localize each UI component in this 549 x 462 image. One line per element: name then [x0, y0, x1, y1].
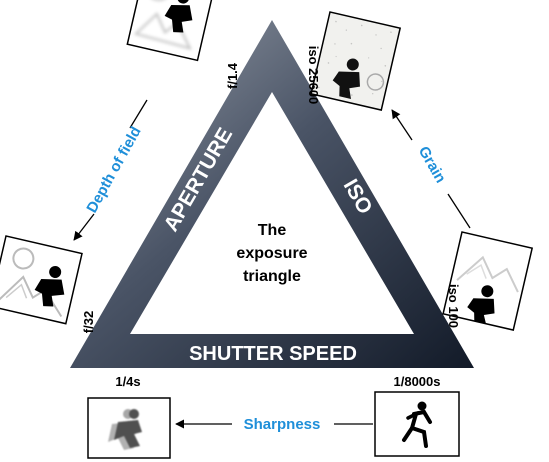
thumb-slow-shutter — [87, 397, 171, 459]
thumb-high-iso — [310, 11, 402, 111]
runner-sharp-icon — [402, 401, 432, 448]
person-sharp-icon — [164, 0, 193, 33]
person-clean-icon — [467, 285, 495, 324]
shutter-fast-label: 1/8000s — [394, 374, 441, 389]
center-title: The exposure triangle — [236, 222, 307, 285]
grain-connector — [391, 109, 471, 229]
thumb-low-iso — [442, 231, 534, 331]
person-grainy-icon — [332, 58, 360, 99]
aperture-wide-label: f/1.4 — [225, 62, 240, 89]
title-line-3: triangle — [243, 268, 301, 285]
grain-label: Grain — [415, 144, 449, 186]
thumb-narrow-aperture — [0, 235, 83, 325]
depth-of-field-label: Depth of field — [83, 124, 144, 216]
person-icon — [34, 265, 65, 307]
thumb-fast-shutter — [374, 391, 460, 457]
title-line-2: exposure — [236, 245, 307, 262]
shutter-slow-label: 1/4s — [115, 374, 140, 389]
title-line-1: The — [258, 222, 287, 239]
depth-of-field-connector — [73, 99, 148, 241]
aperture-side-label: APERTURE — [160, 124, 238, 236]
triangle — [70, 20, 474, 368]
iso-low-label: iso 100 — [446, 284, 461, 328]
runner-blurred-icon — [108, 409, 142, 450]
aperture-narrow-label: f/32 — [81, 311, 96, 333]
triangle-outer — [70, 20, 474, 368]
sharpness-label: Sharpness — [244, 416, 321, 433]
thumb-wide-aperture — [126, 0, 217, 62]
shutter-side-label: SHUTTER SPEED — [189, 343, 357, 365]
iso-high-label: iso 25600 — [306, 46, 321, 105]
